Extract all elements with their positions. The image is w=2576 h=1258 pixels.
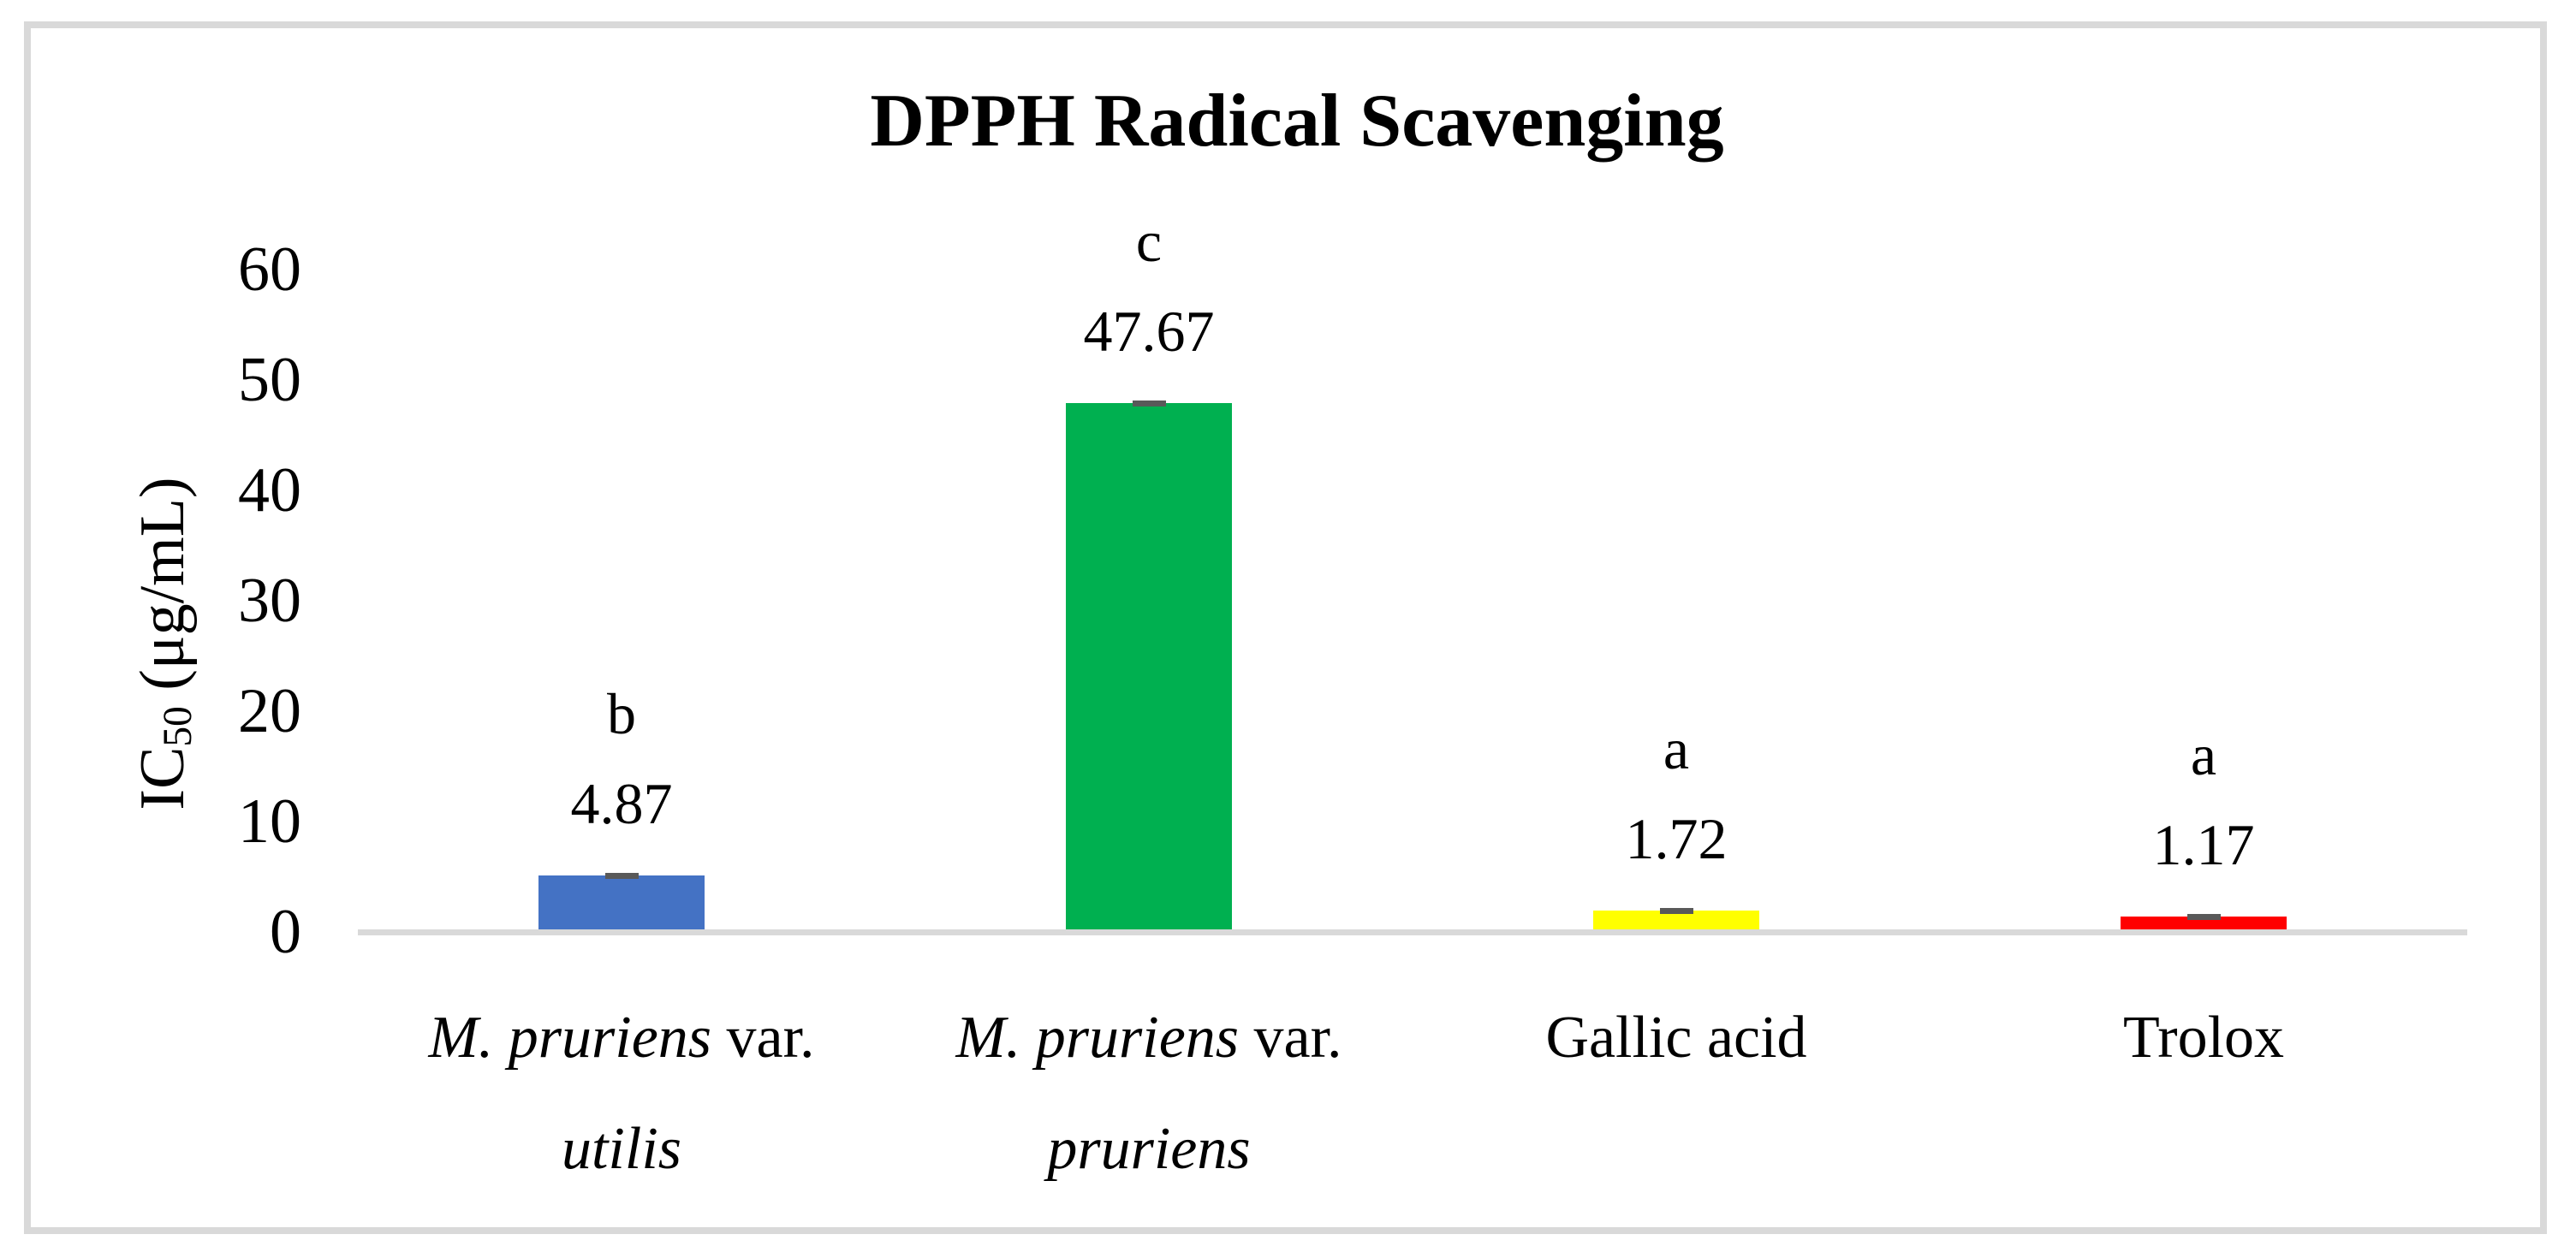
bar-group: c 47.67 M. pruriens var. pruriens [885, 0, 1413, 1258]
figure-frame-border [24, 21, 2547, 1234]
bar-value-label: 1.17 [2152, 812, 2255, 877]
bar-significance-letter: c [1135, 209, 1163, 274]
category-label-segment: M. pruriens [428, 1005, 712, 1071]
category-label: M. pruriens var. pruriens [885, 982, 1413, 1205]
bar [538, 875, 705, 929]
category-label-line: Gallic acid [1413, 982, 1940, 1094]
y-tick-label: 30 [238, 566, 301, 636]
error-bar-cap [1132, 401, 1166, 406]
category-label-line: pruriens [885, 1094, 1413, 1205]
bar [1593, 911, 1759, 929]
category-label: Trolox [1940, 982, 2467, 1094]
error-bar-cap [604, 873, 639, 879]
category-label-segment: Trolox [2122, 1005, 2285, 1071]
error-bar-cap [1659, 908, 1693, 914]
bar-significance-letter: a [2190, 722, 2217, 787]
bar-value-label: 1.72 [1625, 806, 1728, 871]
bar-significance-letter: b [607, 681, 636, 746]
y-tick-label: 50 [238, 345, 301, 415]
chart-title: DPPH Radical Scavenging [870, 80, 1724, 163]
y-tick-label: 0 [270, 897, 301, 967]
category-label-line: M. pruriens var. [358, 982, 885, 1094]
category-label-segment: pruriens [1047, 1116, 1251, 1182]
bar-group: b 4.87 M. pruriens var. utilis [358, 0, 885, 1258]
category-label-line: M. pruriens var. [885, 982, 1413, 1094]
bar [2121, 917, 2287, 929]
bar-significance-letter: a [1663, 716, 1690, 781]
category-label-segment: M. pruriens [955, 1005, 1240, 1071]
y-tick-label: 60 [238, 234, 301, 305]
category-label-line: Trolox [1940, 982, 2467, 1094]
y-tick-label: 20 [238, 676, 301, 746]
y-tick-label: 40 [238, 455, 301, 525]
category-label-segment: var. [711, 1005, 815, 1071]
bar-value-label: 4.87 [570, 771, 673, 836]
category-label-segment: utilis [561, 1116, 682, 1182]
category-label: M. pruriens var. utilis [358, 982, 885, 1205]
x-axis-line [358, 929, 2467, 935]
y-tick-label: 10 [238, 786, 301, 857]
bar-group: a 1.17 Trolox [1940, 0, 2467, 1258]
bar [1066, 403, 1232, 929]
error-bar-cap [2186, 914, 2221, 920]
category-label-segment: var. [1239, 1005, 1342, 1071]
category-label-segment: Gallic acid [1545, 1005, 1807, 1071]
category-label: Gallic acid [1413, 982, 1940, 1094]
bar-group: a 1.72 Gallic acid [1413, 0, 1940, 1258]
category-label-line: utilis [358, 1094, 885, 1205]
bar-value-label: 47.67 [1083, 299, 1215, 364]
